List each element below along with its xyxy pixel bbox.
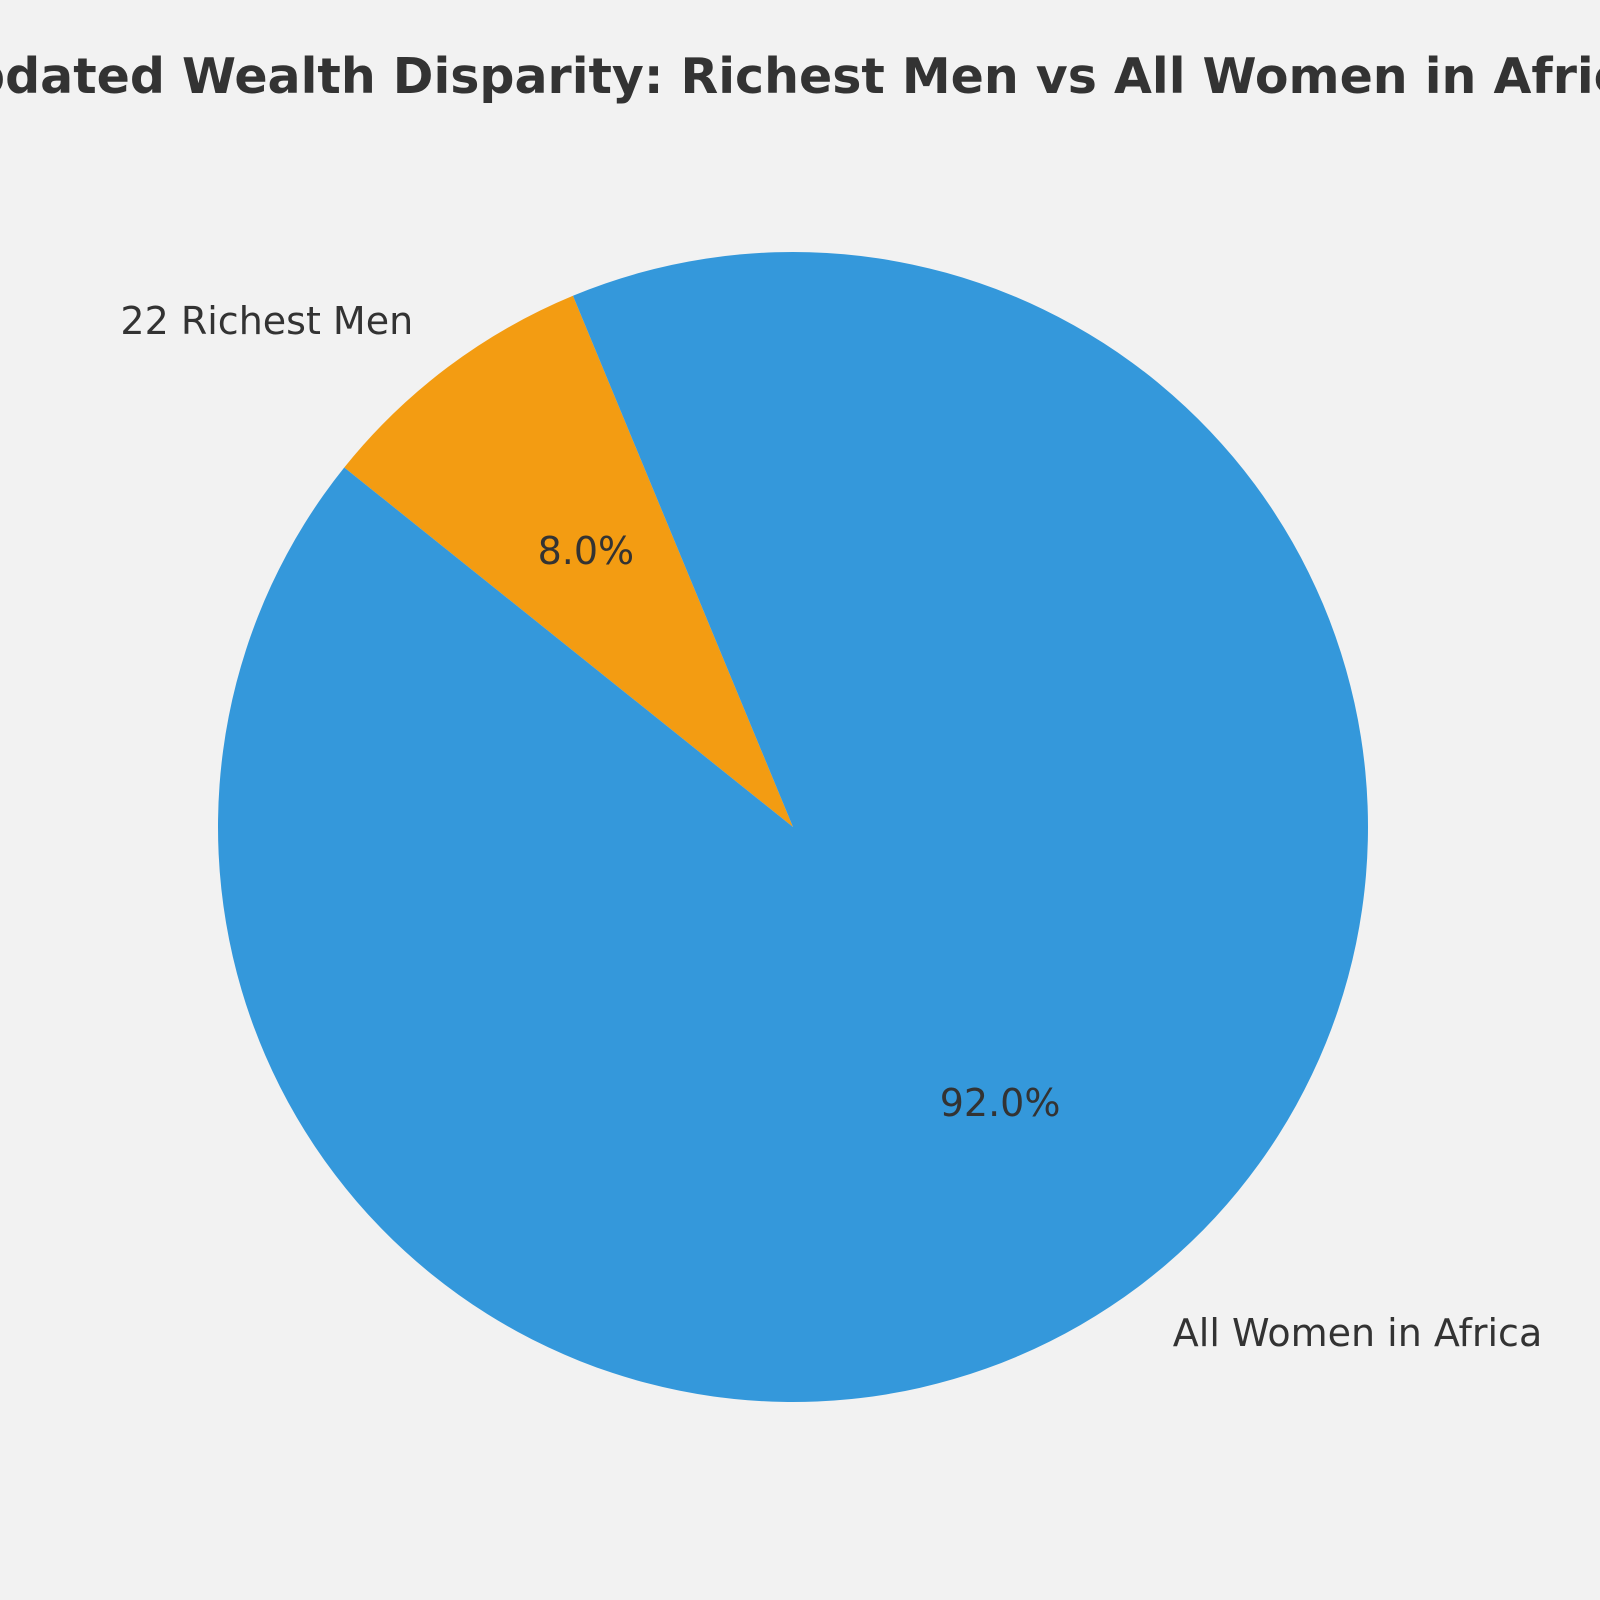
pie-slice-0 <box>344 295 793 827</box>
pie-pct-label-0: 8.0% <box>538 529 635 573</box>
pie-pct-label-1: 92.0% <box>940 1081 1061 1125</box>
pie-category-label-1: All Women in Africa <box>1173 1311 1542 1355</box>
pie-labels: 8.0% 22 Richest Men 92.0% All Women in Afri… <box>120 299 1542 1355</box>
pie-slices <box>217 252 1368 1403</box>
pie-slice-1 <box>217 252 1368 1403</box>
chart-title: Updated Wealth Disparity: Richest Men vs… <box>0 48 1600 105</box>
pie-category-label-0: 22 Richest Men <box>120 299 413 343</box>
